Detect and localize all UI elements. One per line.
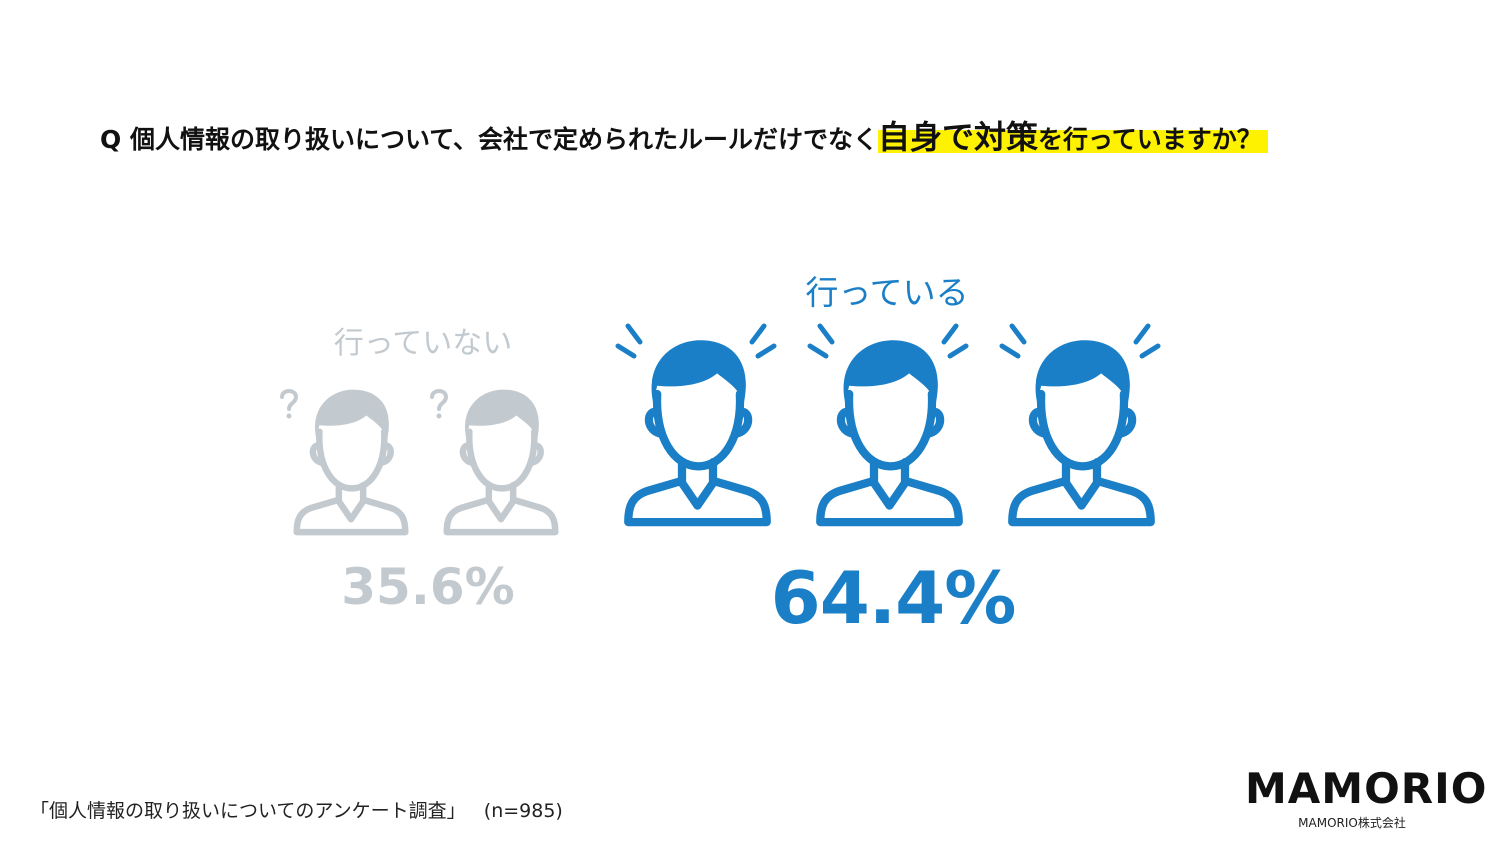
- question-text: を行っていますか？: [1037, 125, 1262, 154]
- source: 「個人情報の取り扱いについてのアンケート調査」: [30, 800, 466, 822]
- sample-size: (n=985): [483, 800, 563, 822]
- group-value: 35.6%: [341, 558, 515, 616]
- icons-no: [280, 390, 555, 533]
- group-value: 64.4%: [770, 556, 1017, 640]
- group-label: 行っている: [805, 273, 969, 312]
- highlight: 自身で対策を行っていますか？: [877, 118, 1268, 156]
- group-label: 行っていない: [333, 326, 513, 361]
- icons-yes: [615, 323, 1158, 522]
- question: Q 個人情報の取り扱いについて、会社で定められたルールだけでなく自身で対策を行っ…: [100, 112, 1268, 158]
- question-highlight: 自身で対策: [877, 118, 1038, 156]
- question-text: Q 個人情報の取り扱いについて、会社で定められたルールだけでなく: [100, 125, 878, 154]
- logo: MAMORIO: [1245, 764, 1488, 813]
- company: MAMORIO株式会社: [1298, 816, 1406, 830]
- footer: 「個人情報の取り扱いについてのアンケート調査」 (n=985): [30, 796, 563, 823]
